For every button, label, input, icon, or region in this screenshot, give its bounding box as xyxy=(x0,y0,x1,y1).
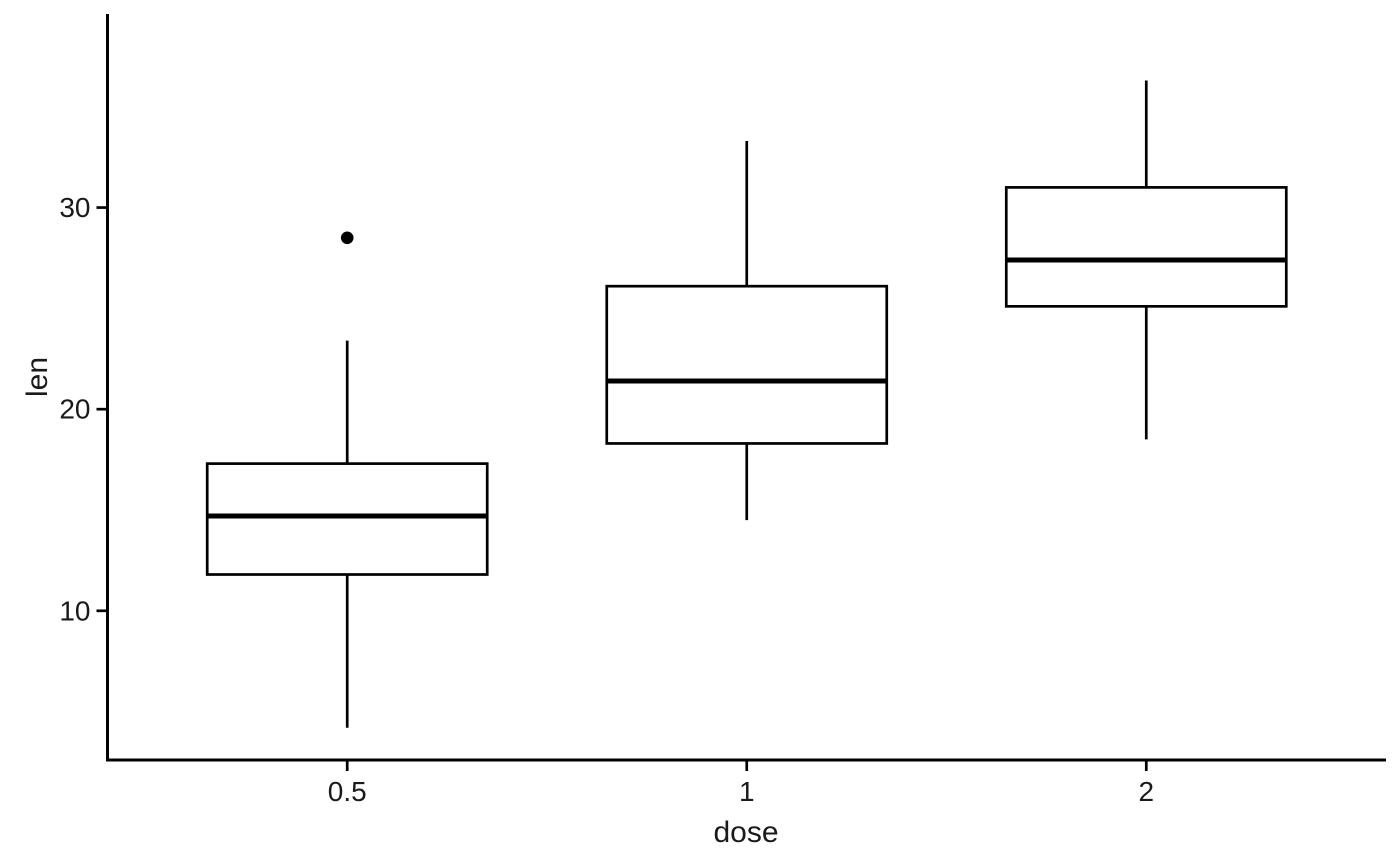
y-tick-label: 20 xyxy=(59,394,90,425)
x-tick-label: 2 xyxy=(1138,776,1154,807)
outlier-point xyxy=(340,231,354,245)
y-tick-label: 30 xyxy=(59,192,90,223)
y-axis-title: len xyxy=(21,356,54,398)
x-tick-label: 0.5 xyxy=(328,776,367,807)
x-tick-label: 1 xyxy=(739,776,755,807)
x-axis-title: dose xyxy=(713,816,779,849)
box-rect xyxy=(1004,186,1288,308)
y-tick-label: 10 xyxy=(59,595,90,626)
box-rect xyxy=(205,462,489,576)
box-rect xyxy=(605,284,889,445)
